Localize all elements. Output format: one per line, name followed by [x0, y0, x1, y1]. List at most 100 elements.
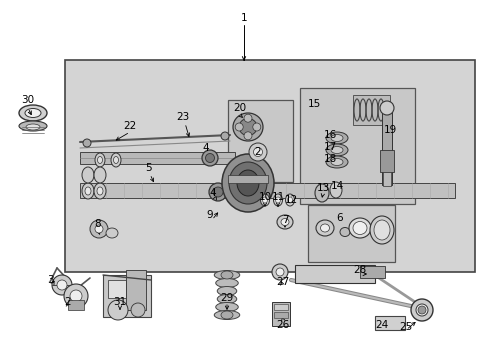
Ellipse shape — [106, 228, 118, 238]
Bar — [65, 60, 474, 272]
Ellipse shape — [215, 302, 238, 311]
Bar — [68, 300, 84, 310]
Ellipse shape — [217, 294, 236, 303]
Ellipse shape — [262, 197, 267, 203]
Circle shape — [244, 132, 251, 140]
Circle shape — [235, 123, 243, 131]
Circle shape — [108, 300, 128, 320]
Text: 9: 9 — [206, 210, 213, 220]
Ellipse shape — [373, 220, 389, 240]
Ellipse shape — [320, 224, 329, 232]
Text: 27: 27 — [276, 277, 289, 287]
Text: 4: 4 — [202, 143, 209, 153]
Ellipse shape — [275, 197, 280, 203]
Ellipse shape — [325, 144, 347, 156]
Text: 18: 18 — [323, 154, 336, 164]
Bar — [381, 105, 391, 185]
Ellipse shape — [276, 215, 292, 229]
Text: 12: 12 — [284, 195, 297, 205]
Ellipse shape — [329, 182, 341, 198]
Ellipse shape — [214, 310, 239, 320]
Bar — [108, 280, 126, 298]
Circle shape — [52, 275, 72, 295]
Ellipse shape — [239, 118, 257, 135]
Text: 1: 1 — [240, 13, 247, 23]
Ellipse shape — [248, 143, 266, 161]
Ellipse shape — [260, 194, 269, 206]
Text: 17: 17 — [323, 142, 336, 152]
Text: 20: 20 — [233, 103, 246, 113]
Bar — [359, 266, 384, 278]
Text: 26: 26 — [276, 320, 289, 330]
Ellipse shape — [232, 113, 263, 141]
Ellipse shape — [202, 150, 218, 166]
Text: 16: 16 — [323, 130, 336, 140]
Ellipse shape — [221, 271, 232, 279]
Ellipse shape — [82, 183, 94, 199]
Bar — [126, 270, 146, 310]
Ellipse shape — [221, 311, 232, 319]
Ellipse shape — [330, 147, 342, 153]
Ellipse shape — [208, 183, 226, 201]
Text: 2: 2 — [254, 147, 261, 157]
Ellipse shape — [213, 187, 223, 197]
Text: 25: 25 — [399, 322, 412, 332]
Bar — [273, 312, 287, 318]
Ellipse shape — [97, 187, 103, 195]
Text: 31: 31 — [113, 297, 126, 307]
Circle shape — [379, 101, 393, 115]
Ellipse shape — [285, 194, 294, 206]
Text: 24: 24 — [375, 320, 388, 330]
Bar — [271, 302, 289, 326]
Ellipse shape — [271, 264, 287, 280]
Text: 15: 15 — [307, 99, 320, 109]
Ellipse shape — [19, 121, 47, 131]
Text: 5: 5 — [144, 163, 151, 173]
Ellipse shape — [281, 219, 288, 225]
Text: 29: 29 — [220, 293, 233, 303]
Ellipse shape — [415, 304, 427, 316]
Ellipse shape — [82, 167, 94, 183]
Ellipse shape — [217, 287, 236, 296]
Ellipse shape — [273, 194, 282, 206]
Ellipse shape — [19, 105, 47, 121]
Ellipse shape — [253, 148, 262, 157]
Ellipse shape — [94, 167, 106, 183]
Ellipse shape — [315, 220, 333, 236]
Bar — [352, 95, 389, 125]
Text: 7: 7 — [281, 215, 288, 225]
Ellipse shape — [237, 170, 259, 196]
Bar — [103, 275, 151, 317]
Bar — [227, 100, 292, 182]
Ellipse shape — [94, 183, 106, 199]
Bar — [374, 316, 404, 330]
Ellipse shape — [25, 108, 41, 117]
Text: 2: 2 — [64, 297, 71, 307]
Text: 13: 13 — [316, 183, 329, 193]
Text: 14: 14 — [330, 181, 343, 191]
Bar — [379, 150, 393, 172]
Ellipse shape — [325, 132, 347, 144]
Text: 4: 4 — [209, 188, 216, 198]
Ellipse shape — [314, 184, 328, 202]
Text: 8: 8 — [95, 219, 101, 229]
Text: 28: 28 — [353, 265, 366, 275]
Circle shape — [252, 123, 260, 131]
Circle shape — [95, 225, 103, 233]
Bar — [227, 175, 267, 183]
Text: 11: 11 — [271, 192, 284, 202]
Circle shape — [131, 303, 145, 317]
Ellipse shape — [287, 197, 292, 203]
Ellipse shape — [97, 157, 102, 163]
Text: 22: 22 — [123, 121, 136, 131]
Bar — [382, 172, 390, 186]
Bar — [80, 152, 235, 164]
Ellipse shape — [113, 157, 118, 163]
Ellipse shape — [222, 154, 273, 212]
Ellipse shape — [26, 124, 40, 130]
Circle shape — [417, 306, 425, 314]
Ellipse shape — [330, 158, 342, 166]
Circle shape — [244, 114, 251, 122]
Ellipse shape — [352, 221, 366, 234]
Circle shape — [70, 290, 82, 302]
